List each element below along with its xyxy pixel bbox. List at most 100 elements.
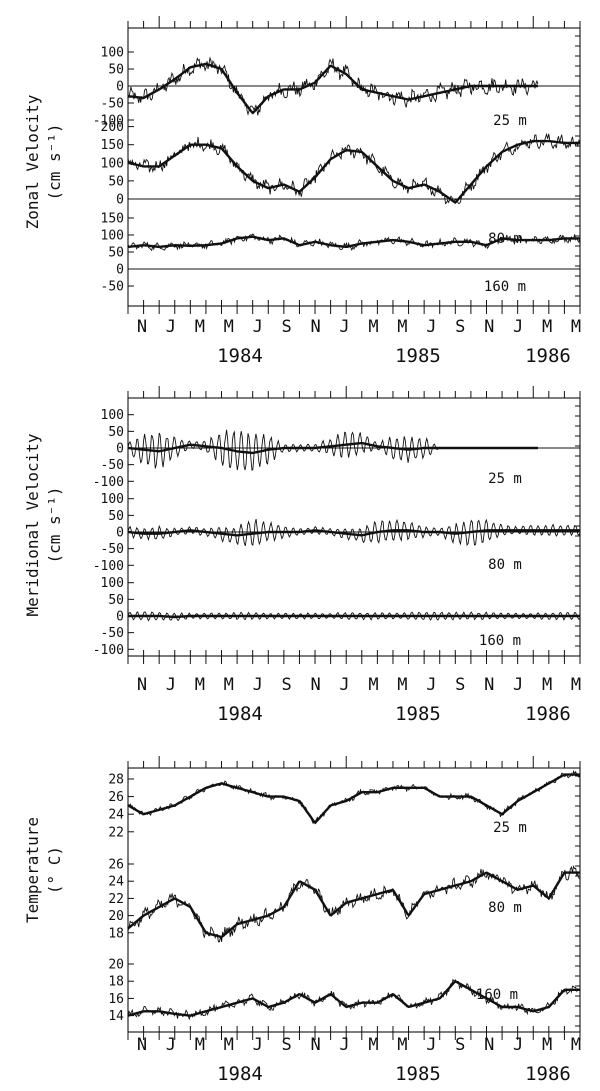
month-tick-label: J [426,317,436,337]
y-tick-label: -100 [93,114,124,129]
smoothed-series-line [127,529,580,537]
month-tick-label: N [484,317,494,337]
year-tick-label: 1984 [217,345,263,367]
depth-label: 25 m [493,820,527,836]
y-tick-label: 0 [116,442,124,457]
y-tick-label: 50 [108,593,124,608]
smoothed-series-line [127,871,580,939]
y-tick-label: 22 [108,825,124,840]
month-tick-label: N [137,675,147,695]
month-tick-label: S [455,317,465,337]
raw-series-line [127,865,581,943]
year-tick-label: 1986 [525,1063,571,1085]
y-tick-label: 14 [108,1009,124,1024]
y-tick-label: 100 [101,408,124,423]
month-tick-label: J [339,1035,349,1055]
plot-frame [127,767,581,1033]
raw-series-line [127,429,538,471]
smoothed-series-line [127,441,538,455]
y-axis-units: (cm s⁻¹) [45,486,64,563]
depth-label: 160 m [476,987,518,1003]
month-tick-label: S [282,317,292,337]
month-tick-label: J [253,317,263,337]
y-axis-title: Meridional Velocity [23,433,42,616]
y-tick-label: 100 [101,46,124,61]
month-tick-label: M [397,675,407,695]
month-tick-label: J [166,317,176,337]
month-tick-label: J [253,675,263,695]
depth-label: 160 m [484,279,526,295]
y-tick-label: 150 [101,138,124,153]
depth-label: 25 m [493,113,527,129]
month-tick-label: N [310,317,320,337]
y-tick-label: 50 [108,509,124,524]
y-tick-label: 18 [108,975,124,990]
depth-label: 25 m [488,471,522,487]
y-tick-label: 50 [108,425,124,440]
y-tick-label: 200 [101,120,124,135]
month-tick-label: M [571,1035,581,1055]
smoothed-series-line [127,980,580,1017]
month-tick-label: J [513,317,523,337]
month-tick-label: M [542,675,552,695]
series-80-m: 100 50 0-50 -100 80 m [93,492,581,574]
month-tick-label: J [513,675,523,695]
y-tick-label: 100 [101,156,124,171]
y-axis-units: (cm s⁻¹) [45,123,64,200]
month-tick-label: S [282,1035,292,1055]
series-160-m: 150 100 50 0 -50 160 m [101,212,581,295]
month-tick-label: S [282,675,292,695]
smoothed-series-line [128,614,580,619]
month-tick-label: M [195,1035,205,1055]
series-80-m: 26 24 22 20 18 80 m [108,858,581,943]
year-tick-label: 1986 [525,703,571,725]
plot-frame [127,27,581,307]
year-tick-label: 1986 [525,345,571,367]
month-tick-label: M [542,1035,552,1055]
y-tick-label: 50 [108,174,124,189]
smoothed-series-line [127,139,580,205]
y-tick-label: 150 [101,212,124,227]
month-tick-label: N [137,1035,147,1055]
y-tick-label: 20 [108,909,124,924]
depth-label: 80 m [488,557,522,573]
month-tick-label: J [426,1035,436,1055]
month-tick-label: M [571,675,581,695]
y-tick-label: -100 [93,475,124,490]
raw-series-line [127,56,539,116]
y-axis-title: Temperature [23,817,42,923]
month-tick-label: N [310,675,320,695]
month-tick-label: M [397,317,407,337]
smoothed-series-line [127,235,580,249]
y-tick-label: 0 [116,610,124,625]
series-25-m: 28 26 24 22 25 m [108,769,581,840]
plot-frame [127,397,581,657]
month-tick-label: M [542,317,552,337]
month-tick-label: M [195,675,205,695]
series-25-m: 100 50 0-50 -100 25 m [93,408,580,490]
month-tick-label: N [310,1035,320,1055]
y-tick-label: 24 [108,875,124,890]
month-tick-label: M [224,1035,234,1055]
y-tick-label: 20 [108,958,124,973]
y-tick-label: 26 [108,858,124,873]
month-tick-label: J [166,1035,176,1055]
raw-series-line [127,518,581,547]
depth-label: 160 m [479,633,521,649]
month-tick-label: M [368,317,378,337]
month-tick-label: J [166,675,176,695]
y-tick-label: 18 [108,926,124,941]
y-tick-label: -50 [101,458,124,473]
y-tick-label: 100 [101,492,124,507]
month-tick-label: N [137,317,147,337]
y-tick-label: 28 [108,773,124,788]
y-tick-label: 26 [108,790,124,805]
y-tick-label: 16 [108,992,124,1007]
year-tick-label: 1984 [217,1063,263,1085]
raw-series-line [127,978,581,1021]
